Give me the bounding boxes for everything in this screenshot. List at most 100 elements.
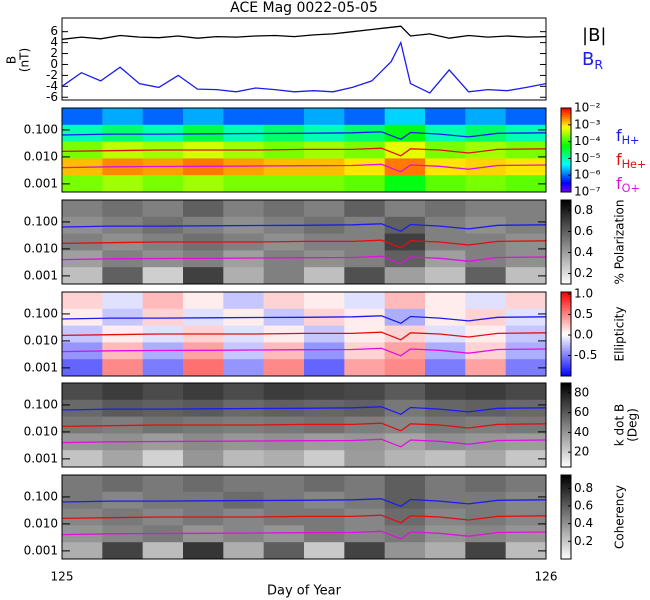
colorbar-step (561, 179, 571, 182)
spectrogram-cell (344, 216, 386, 235)
colorbar-step (561, 313, 571, 316)
spectrogram-cell (384, 216, 426, 235)
colorbar-step (561, 479, 571, 482)
colorbar-step (561, 487, 571, 491)
data-line (62, 163, 546, 173)
x-axis-label: Day of Year (267, 584, 342, 599)
data-line (62, 514, 546, 524)
colorbar-step (561, 500, 571, 503)
colorbar-step (561, 441, 571, 445)
spectrogram-cell (344, 124, 386, 143)
colorbar-step (561, 321, 571, 324)
colorbar-step (561, 393, 571, 397)
colorbar-step (561, 181, 571, 185)
colorbar-step (561, 168, 571, 172)
y-tick-label: 0.001 (24, 543, 58, 557)
colorbar-label: k dot B (613, 404, 627, 446)
spectrogram-cell (384, 475, 426, 493)
data-line (62, 223, 546, 233)
colorbar-step (561, 225, 571, 228)
colorbar-step (561, 122, 571, 126)
y-tick-label: 0.010 (24, 424, 58, 438)
colorbar-step (561, 124, 571, 128)
spectrogram-cell (223, 200, 265, 218)
spectrogram-cell (62, 475, 103, 493)
spectrogram-cell (102, 124, 144, 143)
colorbar-step (561, 267, 571, 270)
colorbar-step (561, 137, 571, 140)
spectrogram-cell (425, 292, 466, 310)
colorbar-tick-label: 10⁻⁵ (574, 151, 601, 165)
spectrogram-cell (344, 359, 386, 377)
y-tick-label: 0 (50, 57, 58, 71)
data-line (62, 422, 546, 432)
spectrogram-cell (384, 416, 426, 434)
spectrogram-cell (62, 108, 103, 126)
colorbar-step (561, 523, 571, 526)
panel-frame (61, 107, 547, 193)
colorbar-step (561, 319, 571, 322)
y-tick-label: 0.100 (24, 489, 58, 503)
colorbar-step (561, 504, 571, 507)
colorbar-tick-label: 10⁻⁴ (574, 134, 601, 148)
spectrogram-cell (384, 508, 426, 526)
colorbar-step (561, 116, 571, 119)
colorbar-tick-label: 0.6 (574, 224, 593, 238)
spectrogram-cell (263, 450, 305, 468)
spectrogram-cell (102, 200, 144, 218)
spectrogram-cell (425, 359, 466, 377)
colorbar-step (561, 154, 571, 157)
spectrogram-cell (62, 267, 103, 285)
colorbar-step (561, 185, 571, 189)
spectrogram-cell (344, 525, 386, 543)
spectrogram-cell (304, 267, 345, 285)
spectrogram-cell (505, 175, 547, 193)
colorbar-step (561, 481, 571, 484)
spectrogram-cell (425, 399, 466, 418)
colorbar-tick-label: 80 (574, 385, 589, 399)
spectrogram-cell (263, 433, 305, 451)
colorbar-tick-label: 0.8 (574, 203, 593, 217)
spectrogram-cell (102, 359, 144, 377)
colorbar-step (561, 546, 571, 549)
spectrogram-cell (344, 267, 386, 285)
colorbar-step (561, 401, 571, 405)
colorbar-step (561, 535, 571, 539)
spectrogram-cell (304, 416, 345, 434)
spectrogram-cell (142, 450, 184, 468)
colorbar-frame (560, 474, 572, 560)
colorbar-step (561, 244, 571, 247)
colorbar-step (561, 538, 571, 541)
colorbar-step (561, 331, 571, 335)
spectrogram-cell (505, 542, 547, 560)
spectrogram-cell (102, 491, 144, 510)
colorbar-frame (560, 291, 572, 377)
spectrogram-cell (505, 250, 547, 268)
spectrogram-cell (344, 175, 386, 193)
spectrogram-cell (425, 267, 466, 285)
spectrogram-cell (142, 475, 184, 493)
legend-name: |B| (582, 25, 606, 46)
spectrogram-cell (263, 158, 305, 176)
colorbar-step (561, 483, 571, 486)
spectrogram-cell (505, 508, 547, 526)
colorbar-step (561, 135, 571, 138)
spectrogram-cell (425, 308, 466, 327)
spectrogram-cell (344, 158, 386, 176)
colorbar-step (561, 385, 571, 388)
colorbar-step (561, 139, 571, 143)
legend-name: f (616, 174, 622, 193)
spectrogram-cell (344, 383, 386, 401)
colorbar-tick-label: 0.4 (574, 516, 593, 530)
colorbar-step (561, 357, 571, 360)
colorbar-step (561, 187, 571, 191)
spectrogram-cell (102, 475, 144, 493)
spectrogram-cell (142, 267, 184, 285)
spectrogram-cell (384, 250, 426, 268)
colorbar-step (561, 221, 571, 224)
spectrogram-cell (62, 325, 103, 343)
spectrogram-cell (465, 308, 507, 327)
spectrogram-cell (263, 175, 305, 193)
colorbar-step (561, 300, 571, 303)
colorbar-step (561, 369, 571, 373)
